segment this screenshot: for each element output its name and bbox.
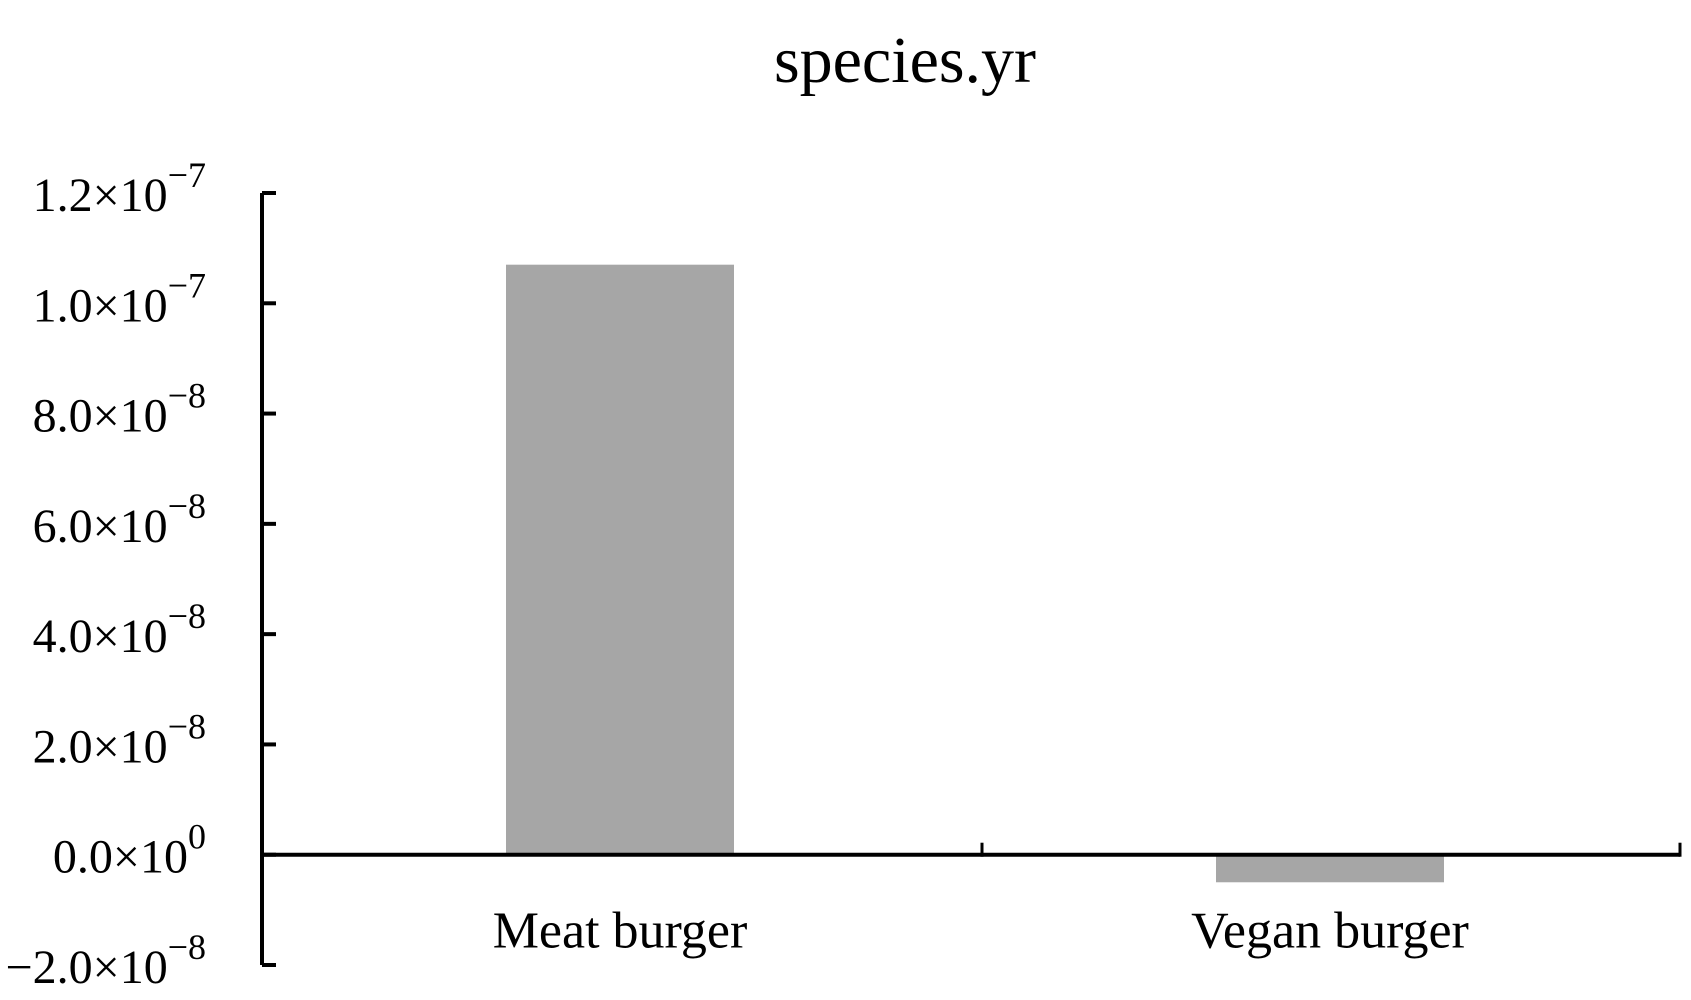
chart-title: species.yr bbox=[774, 24, 1036, 97]
x-tick-label: Vegan burger bbox=[1191, 903, 1469, 960]
x-tick-labels: Meat burger Vegan burger bbox=[493, 903, 1469, 960]
y-tick-label: 4.0×10−8 bbox=[33, 596, 206, 663]
y-tick-label: −2.0×10−8 bbox=[6, 927, 206, 994]
y-tick-labels: 1.2×10−7 1.0×10−7 8.0×10−8 6.0×10−8 4.0×10−8… bbox=[6, 155, 276, 994]
y-tick-label: 1.0×10−7 bbox=[33, 265, 206, 332]
bar-vegan-burger bbox=[1216, 854, 1444, 883]
axes-group bbox=[260, 193, 1682, 965]
y-tick-label: 8.0×10−8 bbox=[33, 376, 206, 443]
y-tick-label: 1.2×10−7 bbox=[33, 155, 206, 222]
y-tick-label: 0.0×100 bbox=[53, 817, 206, 884]
bars-group bbox=[506, 264, 1444, 883]
y-tick-label: 2.0×10−8 bbox=[33, 706, 206, 773]
y-tick-label: 6.0×10−8 bbox=[33, 486, 206, 553]
x-tick-label: Meat burger bbox=[493, 903, 748, 960]
bar-meat-burger bbox=[506, 264, 734, 855]
